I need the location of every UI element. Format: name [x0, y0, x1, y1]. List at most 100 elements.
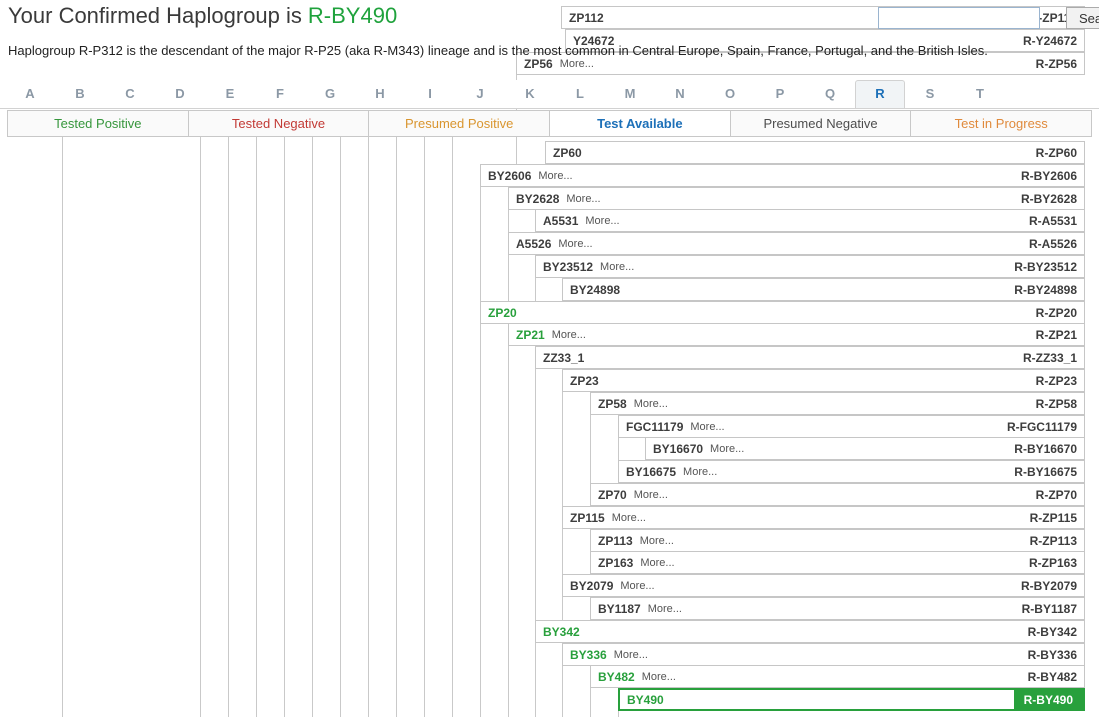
- more-link[interactable]: More...: [647, 602, 682, 615]
- tab-I[interactable]: I: [428, 86, 432, 101]
- tree-row-FGC11179[interactable]: FGC11179 More... R-FGC11179: [618, 415, 1085, 438]
- more-link[interactable]: More...: [613, 648, 648, 661]
- haplogroup-full-label: R-ZP20: [1035, 305, 1077, 320]
- haplogroup-short-label: BY23512: [543, 259, 594, 274]
- tree-row-BY482[interactable]: BY482 More... R-BY482: [590, 665, 1085, 688]
- letter-tabs: A B C D E F G H I J K L M N O P Q R S T: [0, 80, 1099, 109]
- tree-row-A5526[interactable]: A5526 More... R-A5526: [508, 232, 1085, 255]
- tab-G[interactable]: G: [324, 86, 336, 101]
- tree-row-ZP70[interactable]: ZP70 More... R-ZP70: [590, 483, 1085, 506]
- tree-row-ZP20[interactable]: ZP20 R-ZP20: [480, 301, 1085, 324]
- tree-row-BY1187[interactable]: BY1187 More... R-BY1187: [590, 597, 1085, 620]
- tree-row-BY24898[interactable]: BY24898 R-BY24898: [562, 278, 1085, 301]
- haplogroup-full-label: R-A5531: [1028, 213, 1077, 228]
- more-link[interactable]: More...: [633, 397, 668, 410]
- tab-C[interactable]: C: [125, 86, 135, 101]
- tab-J[interactable]: J: [476, 86, 484, 101]
- more-link[interactable]: More...: [633, 488, 668, 501]
- haplogroup-full-label: R-A5526: [1028, 236, 1077, 251]
- haplogroup-full-label: R-BY16670: [1014, 441, 1077, 456]
- more-link[interactable]: More...: [710, 442, 745, 455]
- tab-L[interactable]: L: [576, 86, 584, 101]
- haplogroup-full-label: R-ZP115: [1029, 510, 1077, 525]
- haplogroup-short-label: ZP21: [516, 327, 545, 342]
- more-link[interactable]: More...: [538, 169, 573, 182]
- tree-row-BY2628[interactable]: BY2628 More... R-BY2628: [508, 187, 1085, 210]
- tree-guide-line: [562, 278, 563, 717]
- haplogroup-full-label: R-ZP163: [1028, 555, 1077, 570]
- legend-tested-positive[interactable]: Tested Positive: [54, 116, 142, 131]
- tree-row-BY342[interactable]: BY342 R-BY342: [535, 620, 1085, 643]
- tab-O[interactable]: O: [724, 86, 736, 101]
- tab-H[interactable]: H: [375, 86, 385, 101]
- title-haplogroup: R-BY490: [307, 3, 398, 28]
- legend-bar: Tested Positive Tested Negative Presumed P…: [7, 110, 1092, 137]
- tree-row-BY2606[interactable]: BY2606 More... R-BY2606: [480, 164, 1085, 187]
- tree-row-ZP58[interactable]: ZP58 More... R-ZP58: [590, 392, 1085, 415]
- haplogroup-full-label: R-Y24672: [1022, 33, 1077, 48]
- more-link[interactable]: More...: [611, 511, 646, 524]
- tree-row-ZP23[interactable]: ZP23 R-ZP23: [562, 369, 1085, 392]
- haplogroup-short-label: BY2079: [570, 578, 614, 593]
- tab-R[interactable]: R: [855, 80, 905, 108]
- more-link[interactable]: More...: [641, 670, 676, 683]
- tree-row-ZP21[interactable]: ZP21 More... R-ZP21: [508, 323, 1085, 346]
- tab-N[interactable]: N: [675, 86, 685, 101]
- tab-B[interactable]: B: [75, 86, 85, 101]
- tab-Q[interactable]: Q: [824, 86, 836, 101]
- haplogroup-full-label: R-ZP60: [1035, 145, 1077, 160]
- more-link[interactable]: More...: [551, 328, 586, 341]
- tree-row-BY16670[interactable]: BY16670 More... R-BY16670: [645, 437, 1085, 460]
- legend-test-in-progress[interactable]: Test in Progress: [910, 111, 1091, 136]
- tree-guide-line: [480, 164, 481, 717]
- haplogroup-short-label: ZP58: [598, 396, 627, 411]
- more-link[interactable]: More...: [640, 556, 675, 569]
- tree-row-BY336[interactable]: BY336 More... R-BY336: [562, 643, 1085, 666]
- tab-F[interactable]: F: [276, 86, 284, 101]
- legend-presumed-positive[interactable]: Presumed Positive: [368, 111, 549, 136]
- tree-guide-line: [228, 137, 229, 717]
- more-link[interactable]: More...: [683, 465, 718, 478]
- tree-row-A5531[interactable]: A5531 More... R-A5531: [535, 209, 1085, 232]
- tree-row-BY490[interactable]: BY490 R-BY490: [618, 688, 1085, 711]
- search-button[interactable]: Search: [1066, 7, 1099, 29]
- more-link[interactable]: More...: [585, 214, 620, 227]
- haplogroup-short-label: ZP70: [598, 487, 627, 502]
- tab-E[interactable]: E: [225, 86, 235, 101]
- more-link[interactable]: More...: [558, 237, 593, 250]
- tree-guide-line: [340, 137, 341, 717]
- tab-T[interactable]: T: [976, 86, 984, 101]
- more-link[interactable]: More...: [566, 192, 601, 205]
- legend-test-available[interactable]: Test Available: [549, 111, 730, 136]
- tab-A[interactable]: A: [25, 86, 35, 101]
- tree-row-ZP115[interactable]: ZP115 More... R-ZP115: [562, 506, 1085, 529]
- tree-row-ZZ33_1[interactable]: ZZ33_1 R-ZZ33_1: [535, 346, 1085, 369]
- tab-K[interactable]: K: [525, 86, 535, 101]
- tree-guide-line: [396, 137, 397, 717]
- tree-row-ZP56[interactable]: ZP56 More... R-ZP56: [516, 52, 1085, 75]
- haplogroup-short-label: ZP56: [524, 56, 553, 71]
- more-link[interactable]: More...: [690, 420, 725, 433]
- tree-row-ZP60[interactable]: ZP60 R-ZP60: [545, 141, 1085, 164]
- haplogroup-short-label: BY2606: [488, 168, 532, 183]
- tree-row-BY16675[interactable]: BY16675 More... R-BY16675: [618, 460, 1085, 483]
- search-input[interactable]: [878, 7, 1040, 29]
- legend-presumed-negative[interactable]: Presumed Negative: [729, 111, 911, 136]
- haplogroup-short-label: BY16670: [653, 441, 704, 456]
- haplogroup-short-label: ZP20: [488, 305, 517, 320]
- tree-row-BY2079[interactable]: BY2079 More... R-BY2079: [562, 574, 1085, 597]
- more-link[interactable]: More...: [559, 57, 594, 70]
- tree-row-ZP113[interactable]: ZP113 More... R-ZP113: [590, 529, 1085, 552]
- tab-P[interactable]: P: [775, 86, 785, 101]
- more-link[interactable]: More...: [639, 534, 674, 547]
- legend-tested-negative[interactable]: Tested Negative: [187, 111, 369, 136]
- tab-M[interactable]: M: [624, 86, 636, 101]
- tree-row-ZP163[interactable]: ZP163 More... R-ZP163: [590, 551, 1085, 574]
- tree-row-Y24672[interactable]: Y24672 R-Y24672: [565, 29, 1085, 52]
- tab-D[interactable]: D: [175, 86, 185, 101]
- more-link[interactable]: More...: [620, 579, 655, 592]
- tab-S[interactable]: S: [925, 86, 935, 101]
- more-link[interactable]: More...: [600, 260, 635, 273]
- tree-row-BY23512[interactable]: BY23512 More... R-BY23512: [535, 255, 1085, 278]
- tree-guide-line: [284, 137, 285, 717]
